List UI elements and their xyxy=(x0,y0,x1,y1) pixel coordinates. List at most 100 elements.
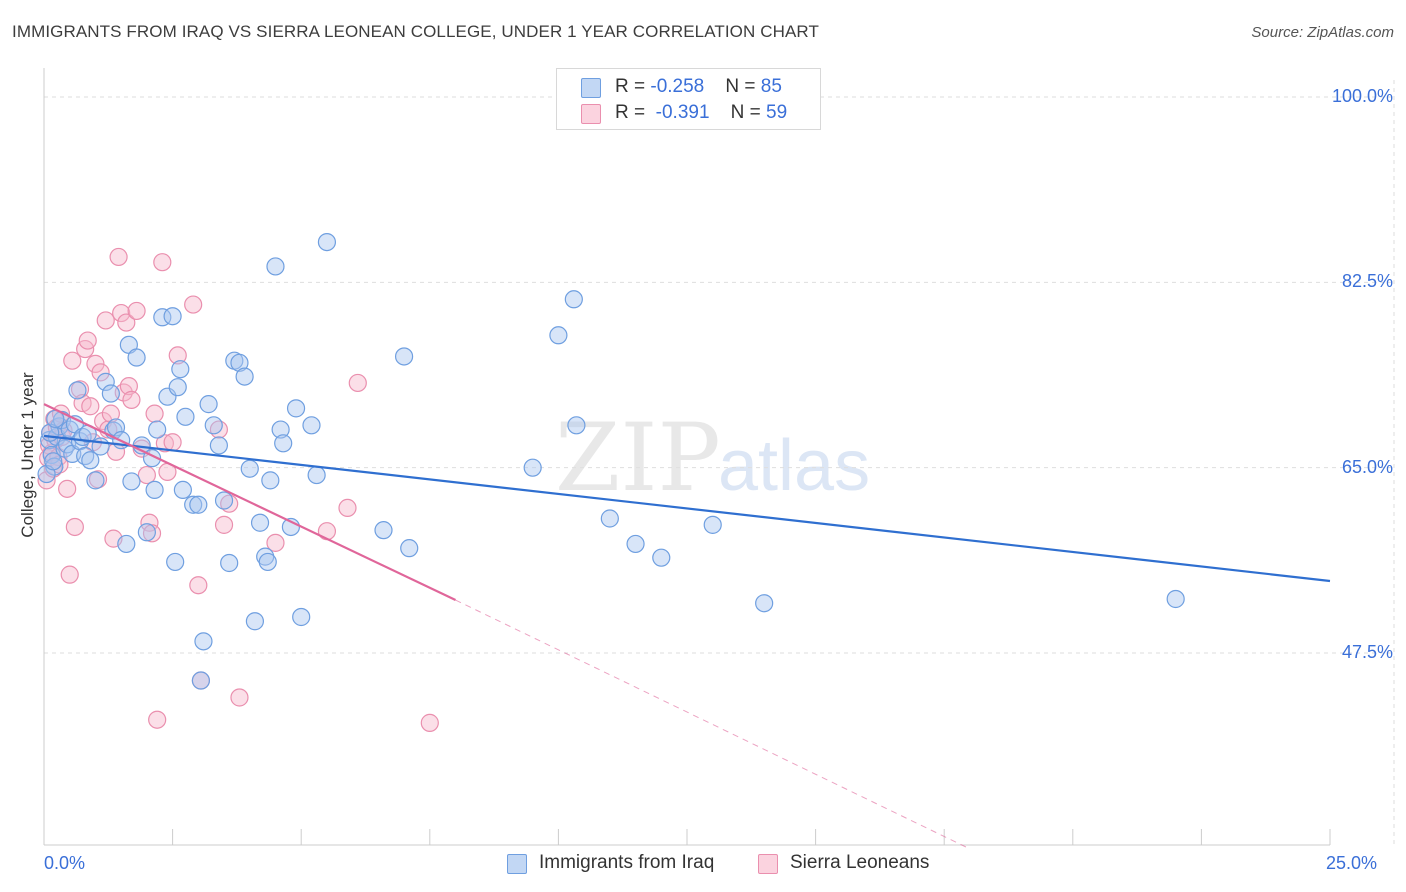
watermark-zip: ZIP xyxy=(555,404,721,513)
pink-data-point xyxy=(137,465,156,485)
blue-data-point xyxy=(166,552,185,572)
blue-data-point xyxy=(652,548,671,567)
blue-data-point xyxy=(523,458,542,477)
zipatlas-watermark: ZIP atlas xyxy=(555,404,870,513)
pink-data-point xyxy=(58,479,77,498)
legend-n-value: 59 xyxy=(766,102,788,123)
blue-data-point xyxy=(145,480,164,500)
blue-data-point xyxy=(204,416,223,435)
blue-data-point xyxy=(81,451,100,470)
bottom-legend-swatch-blue xyxy=(507,854,527,874)
blue-data-point xyxy=(189,495,208,514)
blue-data-point xyxy=(163,307,182,326)
blue-data-point xyxy=(194,632,213,651)
blue-data-point xyxy=(302,416,321,435)
blue-data-point xyxy=(317,232,337,252)
blue-data-point xyxy=(240,459,259,478)
pink-trend-line xyxy=(43,403,456,602)
x-tick-label-min: 0.0% xyxy=(44,853,86,873)
stats-legend: R = -0.258 N = 85 R = -0.391 N = 59 xyxy=(556,68,821,130)
blue-data-point xyxy=(400,539,419,558)
blue-data-point xyxy=(230,353,249,372)
pink-data-point xyxy=(168,346,187,365)
blue-data-point xyxy=(171,360,190,379)
blue-data-point xyxy=(148,420,167,439)
x-tick-label-max: 25.0% xyxy=(1326,853,1378,873)
pink-data-point xyxy=(214,515,234,534)
blue-data-point xyxy=(261,471,280,490)
blue-data-point xyxy=(258,552,277,572)
pink-data-point xyxy=(96,311,115,330)
pink-data-point xyxy=(119,377,138,396)
blue-data-point xyxy=(703,515,722,534)
pink-data-point xyxy=(420,713,439,732)
blue-data-point xyxy=(122,472,141,491)
blue-data-point xyxy=(1166,589,1185,609)
blue-data-point xyxy=(45,457,64,476)
pink-data-point xyxy=(266,533,285,552)
blue-data-point xyxy=(394,347,414,366)
pink-data-point xyxy=(184,295,203,314)
pink-data-point xyxy=(109,247,128,267)
pink-data-point xyxy=(153,253,172,272)
legend-swatch-pink xyxy=(581,104,601,124)
blue-data-point xyxy=(101,384,120,403)
pink-trend-extension xyxy=(455,599,971,850)
blue-data-point xyxy=(184,495,203,514)
blue-data-point xyxy=(235,367,254,386)
bottom-legend-label-blue: Immigrants from Iraq xyxy=(539,852,715,873)
pink-data-point xyxy=(338,498,357,518)
source-name[interactable]: ZipAtlas.com xyxy=(1307,24,1394,41)
blue-data-point xyxy=(564,290,583,309)
pink-data-point xyxy=(78,331,97,350)
pink-data-point xyxy=(81,397,100,416)
watermark-atlas: atlas xyxy=(718,426,870,506)
pink-data-point xyxy=(163,433,182,452)
blue-data-point xyxy=(307,465,326,485)
pink-data-point xyxy=(91,363,110,382)
legend-n-value: 85 xyxy=(760,76,782,97)
legend-r-label: R = xyxy=(615,102,651,123)
legend-n-label: N = xyxy=(725,76,761,97)
pink-data-point xyxy=(112,303,131,323)
pink-data-point xyxy=(63,351,82,370)
y-tick-label: 65.0% xyxy=(1341,456,1393,477)
pink-data-point xyxy=(220,494,239,513)
legend-swatch-blue xyxy=(581,78,601,98)
blue-data-point xyxy=(96,372,115,391)
pink-data-point xyxy=(65,517,84,537)
blue-data-point xyxy=(250,513,270,532)
blue-data-point xyxy=(127,348,146,367)
pink-data-point xyxy=(122,390,141,409)
pink-data-point xyxy=(148,710,167,729)
y-tick-label: 100.0% xyxy=(1331,86,1393,106)
legend-text-pink: R = -0.391 N = 59 xyxy=(615,102,787,124)
blue-data-point xyxy=(173,480,192,500)
blue-data-point xyxy=(137,523,156,542)
pink-data-point xyxy=(86,354,105,373)
blue-data-point xyxy=(374,521,393,540)
blue-data-point xyxy=(199,395,218,414)
legend-n-label: N = xyxy=(730,102,767,123)
blue-data-point xyxy=(286,399,306,418)
blue-data-point xyxy=(274,434,293,453)
pink-data-point xyxy=(348,373,367,393)
blue-data-point xyxy=(168,378,187,397)
blue-data-point xyxy=(44,452,63,471)
blue-data-point xyxy=(271,420,290,439)
bottom-legend-swatch-pink xyxy=(758,854,778,874)
blue-data-point xyxy=(214,491,234,510)
blue-data-point xyxy=(191,671,210,690)
legend-r-value: -0.258 xyxy=(650,76,705,97)
pink-data-point xyxy=(37,471,56,490)
blue-data-point xyxy=(68,381,87,400)
blue-data-point xyxy=(600,509,619,528)
legend-r-value: -0.391 xyxy=(655,102,710,123)
source-prefix: Source: xyxy=(1251,24,1308,41)
bottom-legend-label-pink: Sierra Leoneans xyxy=(790,852,930,873)
blue-data-point xyxy=(176,407,195,426)
pink-data-point xyxy=(189,576,208,595)
y-tick-label: 82.5% xyxy=(1341,271,1393,292)
blue-data-point xyxy=(220,553,239,573)
